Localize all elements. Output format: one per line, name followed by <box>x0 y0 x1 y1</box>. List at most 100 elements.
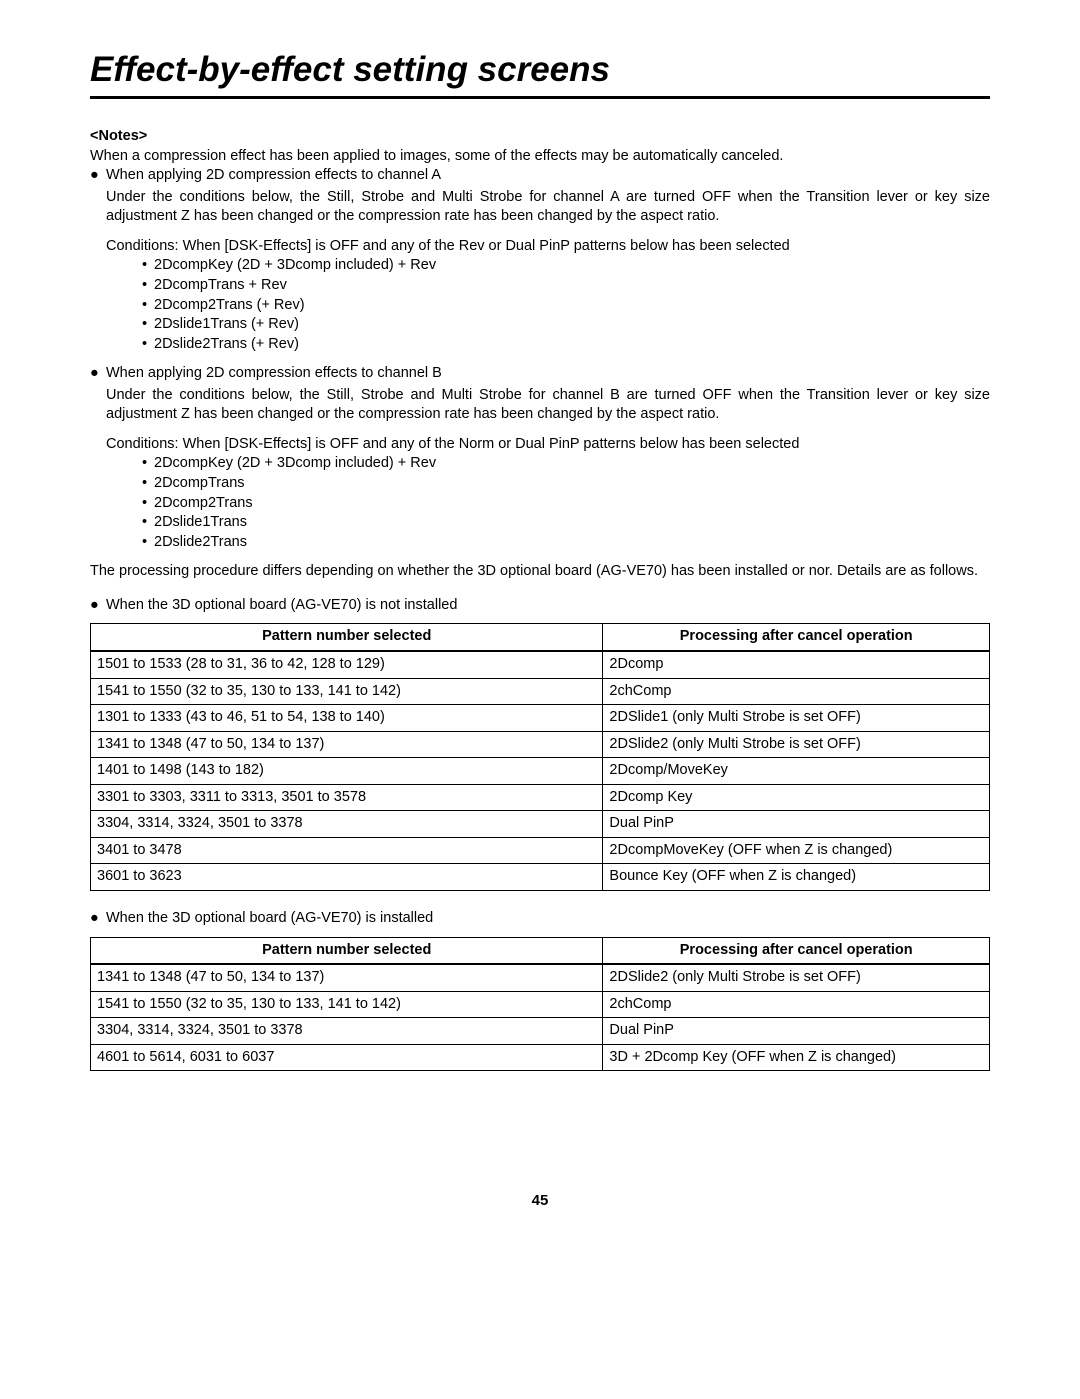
item-text: 2Dslide1Trans (+ Rev) <box>154 315 299 335</box>
item-text: 2Dslide1Trans <box>154 513 247 533</box>
section-a-title: When applying 2D compression effects to … <box>106 166 441 186</box>
processing-paragraph: The processing procedure differs dependi… <box>90 562 990 582</box>
bullet-icon: ● <box>90 364 106 384</box>
table-header-row: Pattern number selected Processing after… <box>91 624 990 651</box>
section-a-list: •2DcompKey (2D + 3Dcomp included) + Rev … <box>90 256 990 354</box>
cell: 3401 to 3478 <box>91 837 603 864</box>
bullet-icon: • <box>142 454 154 474</box>
cell: 1341 to 1348 (47 to 50, 134 to 137) <box>91 731 603 758</box>
list-item: •2DcompKey (2D + 3Dcomp included) + Rev <box>142 256 990 276</box>
bullet-icon: • <box>142 276 154 296</box>
list-item: •2Dslide1Trans <box>142 513 990 533</box>
table-row: 1401 to 1498 (143 to 182)2Dcomp/MoveKey <box>91 758 990 785</box>
bullet-icon: • <box>142 315 154 335</box>
cell: 1341 to 1348 (47 to 50, 134 to 137) <box>91 964 603 991</box>
list-item: •2DcompKey (2D + 3Dcomp included) + Rev <box>142 454 990 474</box>
bullet-icon: • <box>142 513 154 533</box>
table-row: 3304, 3314, 3324, 3501 to 3378Dual PinP <box>91 1018 990 1045</box>
bullet-icon: ● <box>90 909 106 929</box>
table-row: 3301 to 3303, 3311 to 3313, 3501 to 3578… <box>91 784 990 811</box>
section-a-condition: Conditions: When [DSK-Effects] is OFF an… <box>90 237 990 257</box>
item-text: 2DcompKey (2D + 3Dcomp included) + Rev <box>154 256 436 276</box>
cell: 2Dcomp Key <box>603 784 990 811</box>
bullet-icon: ● <box>90 596 106 616</box>
title-rule: Effect-by-effect setting screens <box>90 50 990 99</box>
cell: 2DcompMoveKey (OFF when Z is changed) <box>603 837 990 864</box>
table-row: 1301 to 1333 (43 to 46, 51 to 54, 138 to… <box>91 705 990 732</box>
cell: 3304, 3314, 3324, 3501 to 3378 <box>91 1018 603 1045</box>
list-item: •2DcompTrans + Rev <box>142 276 990 296</box>
bullet-icon: • <box>142 256 154 276</box>
table-row: 1341 to 1348 (47 to 50, 134 to 137)2DSli… <box>91 731 990 758</box>
item-text: 2Dslide2Trans (+ Rev) <box>154 335 299 355</box>
cell: 2DSlide2 (only Multi Strobe is set OFF) <box>603 731 990 758</box>
table2-intro-text: When the 3D optional board (AG-VE70) is … <box>106 909 433 929</box>
cell: 1301 to 1333 (43 to 46, 51 to 54, 138 to… <box>91 705 603 732</box>
cell: 2Dcomp <box>603 651 990 678</box>
list-item: •2Dslide2Trans (+ Rev) <box>142 335 990 355</box>
cell: Dual PinP <box>603 1018 990 1045</box>
table-row: 3401 to 34782DcompMoveKey (OFF when Z is… <box>91 837 990 864</box>
notes-label: <Notes> <box>90 127 990 147</box>
table-row: 1341 to 1348 (47 to 50, 134 to 137)2DSli… <box>91 964 990 991</box>
bullet-icon: • <box>142 296 154 316</box>
item-text: 2DcompTrans + Rev <box>154 276 287 296</box>
table-row: 3304, 3314, 3324, 3501 to 3378Dual PinP <box>91 811 990 838</box>
item-text: 2DcompTrans <box>154 474 245 494</box>
table-row: 1541 to 1550 (32 to 35, 130 to 133, 141 … <box>91 991 990 1018</box>
cell: 2Dcomp/MoveKey <box>603 758 990 785</box>
table-installed: Pattern number selected Processing after… <box>90 937 990 1072</box>
cell: 2chComp <box>603 678 990 705</box>
cell: Bounce Key (OFF when Z is changed) <box>603 864 990 891</box>
section-b-heading: ● When applying 2D compression effects t… <box>90 364 990 384</box>
cell: 1401 to 1498 (143 to 182) <box>91 758 603 785</box>
bullet-icon: ● <box>90 166 106 186</box>
section-b-title: When applying 2D compression effects to … <box>106 364 442 384</box>
item-text: 2Dcomp2Trans (+ Rev) <box>154 296 305 316</box>
page-number: 45 <box>90 1191 990 1211</box>
col-pattern: Pattern number selected <box>91 937 603 964</box>
table1-intro-text: When the 3D optional board (AG-VE70) is … <box>106 596 457 616</box>
table-not-installed: Pattern number selected Processing after… <box>90 623 990 891</box>
bullet-icon: • <box>142 335 154 355</box>
col-processing: Processing after cancel operation <box>603 624 990 651</box>
bullet-icon: • <box>142 474 154 494</box>
item-text: 2Dslide2Trans <box>154 533 247 553</box>
section-a-explain: Under the conditions below, the Still, S… <box>90 188 990 227</box>
page-title: Effect-by-effect setting screens <box>90 50 990 90</box>
bullet-icon: • <box>142 533 154 553</box>
cell: 4601 to 5614, 6031 to 6037 <box>91 1044 603 1071</box>
table-row: 4601 to 5614, 6031 to 60373D + 2Dcomp Ke… <box>91 1044 990 1071</box>
cell: 3D + 2Dcomp Key (OFF when Z is changed) <box>603 1044 990 1071</box>
table-row: 3601 to 3623Bounce Key (OFF when Z is ch… <box>91 864 990 891</box>
table-row: 1501 to 1533 (28 to 31, 36 to 42, 128 to… <box>91 651 990 678</box>
cell: 2chComp <box>603 991 990 1018</box>
section-b-list: •2DcompKey (2D + 3Dcomp included) + Rev … <box>90 454 990 552</box>
cell: 1501 to 1533 (28 to 31, 36 to 42, 128 to… <box>91 651 603 678</box>
table-header-row: Pattern number selected Processing after… <box>91 937 990 964</box>
cell: 2DSlide1 (only Multi Strobe is set OFF) <box>603 705 990 732</box>
section-a-heading: ● When applying 2D compression effects t… <box>90 166 990 186</box>
page: Effect-by-effect setting screens <Notes>… <box>0 0 1080 1252</box>
item-text: 2DcompKey (2D + 3Dcomp included) + Rev <box>154 454 436 474</box>
list-item: •2Dcomp2Trans (+ Rev) <box>142 296 990 316</box>
cell: 1541 to 1550 (32 to 35, 130 to 133, 141 … <box>91 991 603 1018</box>
cell: 3601 to 3623 <box>91 864 603 891</box>
cell: 2DSlide2 (only Multi Strobe is set OFF) <box>603 964 990 991</box>
cell: 1541 to 1550 (32 to 35, 130 to 133, 141 … <box>91 678 603 705</box>
table1-intro: ● When the 3D optional board (AG-VE70) i… <box>90 596 990 616</box>
table-row: 1541 to 1550 (32 to 35, 130 to 133, 141 … <box>91 678 990 705</box>
cell: 3301 to 3303, 3311 to 3313, 3501 to 3578 <box>91 784 603 811</box>
table2-intro: ● When the 3D optional board (AG-VE70) i… <box>90 909 990 929</box>
list-item: •2Dslide1Trans (+ Rev) <box>142 315 990 335</box>
intro-text: When a compression effect has been appli… <box>90 147 990 167</box>
cell: 3304, 3314, 3324, 3501 to 3378 <box>91 811 603 838</box>
content-body: <Notes> When a compression effect has be… <box>90 127 990 1212</box>
list-item: •2DcompTrans <box>142 474 990 494</box>
bullet-icon: • <box>142 494 154 514</box>
col-processing: Processing after cancel operation <box>603 937 990 964</box>
list-item: •2Dslide2Trans <box>142 533 990 553</box>
list-item: •2Dcomp2Trans <box>142 494 990 514</box>
item-text: 2Dcomp2Trans <box>154 494 253 514</box>
section-b-condition: Conditions: When [DSK-Effects] is OFF an… <box>90 435 990 455</box>
